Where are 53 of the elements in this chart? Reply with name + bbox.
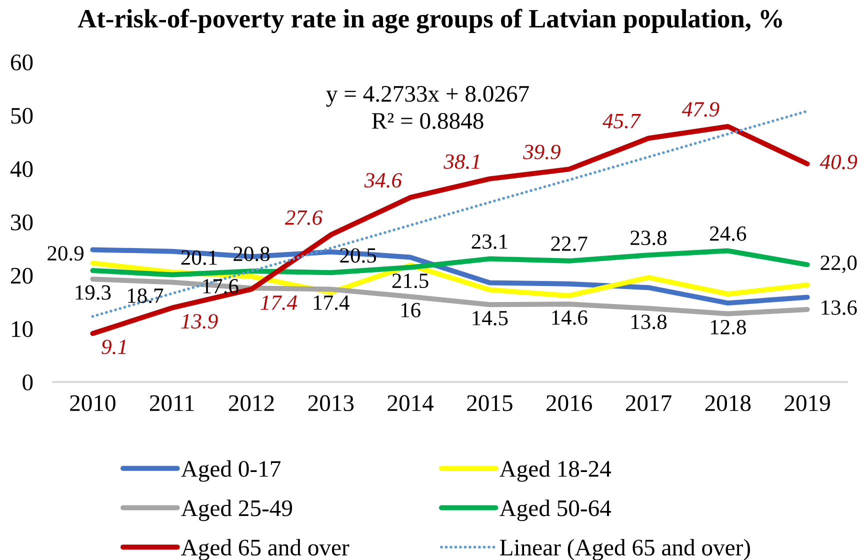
legend-label: Aged 65 and over	[181, 538, 350, 560]
x-tick-label: 2019	[784, 395, 830, 412]
data-label: 18.7	[128, 288, 164, 304]
data-label: 20.9	[48, 246, 84, 261]
data-label: 38.1	[444, 154, 480, 169]
data-label: 22.7	[551, 236, 588, 252]
data-label: 17.4	[260, 295, 298, 310]
data-label: 24.6	[710, 226, 746, 241]
data-label: 21.5	[392, 274, 428, 288]
legend-label: Linear (Aged 65 and over)	[500, 538, 750, 560]
chart-title: At-risk-of-poverty rate in age groups of Latvian population, %	[78, 8, 782, 34]
x-tick-label: 2013	[308, 395, 354, 412]
y-tick-label: 30	[11, 214, 33, 230]
data-label: 39.9	[523, 144, 560, 160]
data-label: 14.6	[552, 310, 588, 325]
data-label: 12.8	[710, 320, 746, 335]
data-label: 45.7	[602, 114, 641, 128]
y-tick-label: 50	[11, 108, 33, 124]
data-label: 13.9	[181, 314, 218, 329]
data-label: 34.6	[364, 173, 402, 188]
y-tick-label: 0	[22, 374, 33, 390]
x-tick-label: 2017	[626, 395, 672, 412]
data-label: 13.6	[822, 300, 857, 315]
annotation: y = 4.2733x + 8.0267	[326, 86, 529, 107]
y-tick-label: 20	[10, 268, 33, 284]
data-label: 17.6	[203, 279, 238, 294]
y-tick-label: 10	[12, 321, 33, 338]
data-label: 40.9	[820, 154, 858, 170]
data-label: 17.4	[314, 295, 350, 310]
data-label: 13.8	[632, 314, 667, 330]
x-tick-label: 2016	[546, 395, 592, 412]
data-label: 23.8	[630, 230, 667, 246]
x-tick-label: 2010	[70, 395, 116, 412]
x-tick-label: 2015	[467, 395, 512, 412]
legend-label: Aged 50-64	[500, 500, 612, 522]
data-label: 14.5	[472, 310, 508, 326]
data-label: 27.6	[284, 210, 322, 225]
x-tick-label: 2014	[388, 395, 434, 412]
x-tick-label: 2012	[228, 395, 274, 412]
y-tick-label: 40	[10, 161, 33, 178]
legend-label: Aged 0-17	[181, 460, 281, 482]
y-tick-label: 60	[10, 54, 33, 70]
data-label: 47.9	[682, 102, 720, 117]
data-label: 9.1	[102, 340, 126, 354]
annotation: R² = 0.8848	[372, 112, 484, 130]
legend-label: Aged 18-24	[500, 460, 612, 482]
data-label: 22,0	[820, 256, 857, 274]
x-tick-label: 2011	[150, 395, 194, 412]
x-tick-label: 2018	[705, 395, 751, 412]
data-label: 19.3	[76, 285, 111, 300]
data-label: 23.1	[472, 234, 508, 249]
legend-label: Aged 25-49	[181, 500, 292, 522]
data-label: 16	[401, 302, 420, 318]
